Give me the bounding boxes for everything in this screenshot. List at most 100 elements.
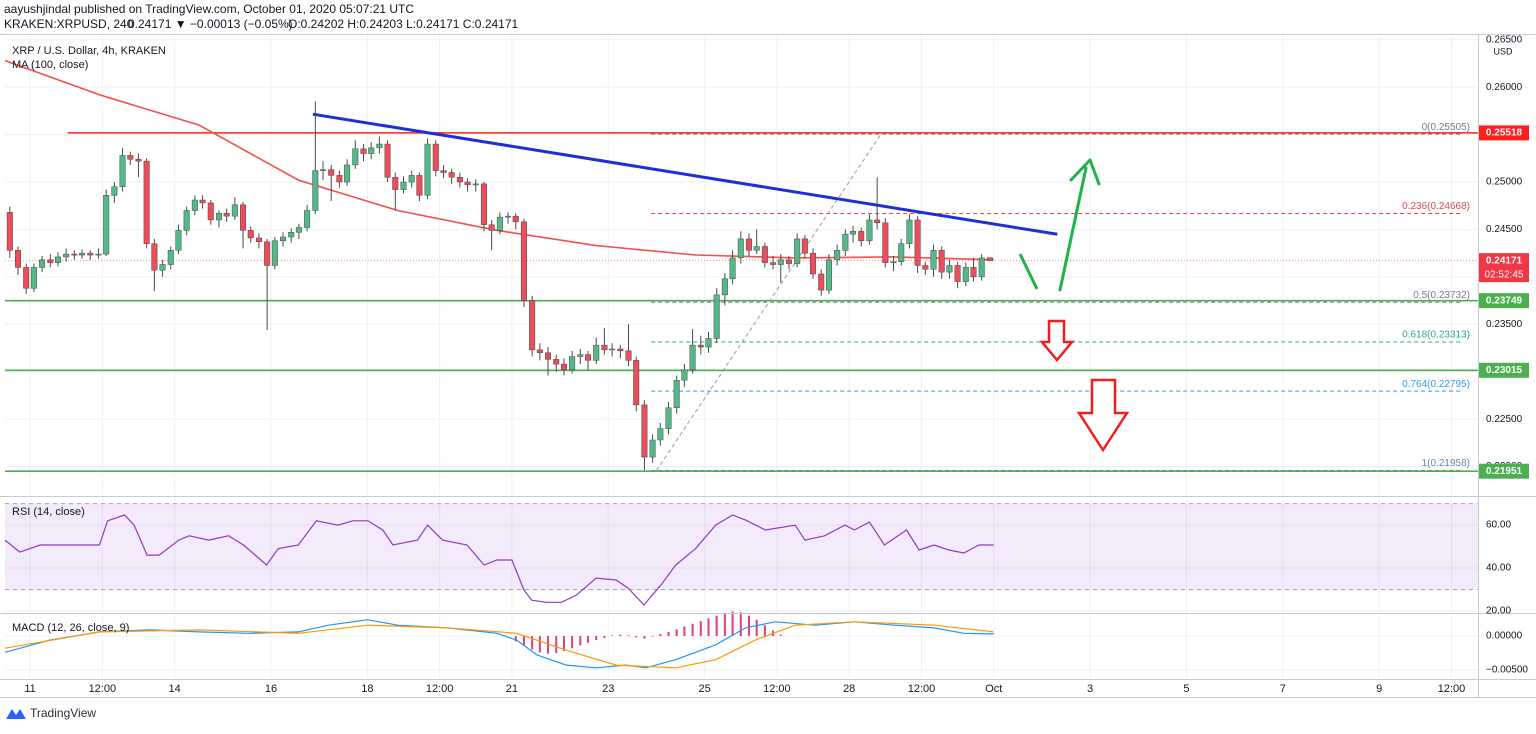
candle-body [191, 199, 198, 211]
candle-body [834, 250, 841, 261]
y-tick-label: 0.22500 [1486, 414, 1523, 425]
ohlc-readout: O:0.24202 H:0.24203 L:0.24171 C:0.24171 [288, 17, 519, 31]
candle-body [601, 344, 608, 351]
candle-body [135, 158, 142, 162]
candle-body [271, 240, 278, 266]
candle-body [488, 224, 495, 231]
overlay-layer [1018, 158, 1130, 453]
candle-body [15, 250, 22, 268]
price-label: 0.23015 [1486, 365, 1523, 376]
candle-body [512, 215, 519, 223]
signal-line [4, 621, 994, 669]
currency-unit: USD [1493, 46, 1513, 56]
histogram-bar [675, 629, 678, 636]
candle-body [520, 221, 527, 301]
y-tick-label: 20.00 [1486, 606, 1511, 617]
candle-body [593, 344, 600, 361]
histogram-bar [683, 626, 686, 636]
candle-body [657, 428, 664, 441]
histogram-bar [723, 612, 726, 636]
y-tick-label: 60.00 [1486, 520, 1511, 531]
price-change: 0.24171 ▼ −0.00013 (−0.05%) [128, 17, 293, 31]
candle-body [207, 202, 214, 221]
candle-body [745, 238, 752, 251]
price-label: 0.23749 [1486, 295, 1523, 306]
candle-body [496, 216, 503, 231]
candle-body [705, 338, 712, 348]
fib-label: 1(0.21958) [1422, 458, 1470, 469]
candle-body [673, 379, 680, 408]
logo-icon [6, 709, 26, 719]
x-tick-label: 12:00 [763, 683, 791, 695]
candle-body [456, 177, 463, 183]
candle-body [223, 213, 230, 217]
candle-body [681, 369, 688, 381]
x-tick-label: 28 [843, 683, 855, 695]
candle-body [529, 300, 536, 351]
candle-body [328, 169, 335, 176]
candle-body [818, 273, 825, 291]
y-tick-label: 0.26500 [1486, 34, 1523, 45]
candle-body [352, 148, 359, 166]
y-tick-label: 40.00 [1486, 563, 1511, 574]
candle-body [617, 348, 624, 352]
histogram-bar [538, 636, 541, 653]
countdown: 02:52:45 [1485, 269, 1524, 280]
x-tick-label: 23 [602, 683, 614, 695]
candle-body [167, 250, 174, 265]
candle-body [47, 259, 54, 263]
histogram-bar [611, 635, 614, 636]
candle-body [810, 252, 817, 275]
histogram-bar [643, 636, 646, 639]
candle-body [536, 349, 543, 353]
candle-body [585, 354, 592, 361]
candle-body [930, 250, 937, 270]
candle-body [312, 170, 319, 211]
rsi-line [4, 514, 994, 606]
candle-body [55, 256, 62, 263]
candle-body [408, 175, 415, 183]
candle-body [392, 177, 399, 190]
price-label-box [1479, 125, 1529, 141]
histogram-bar [562, 636, 565, 651]
histogram-bar [627, 635, 630, 636]
candle-body [858, 231, 865, 242]
up-arrow [1058, 158, 1101, 292]
candle-body [560, 363, 567, 371]
candle-body [111, 186, 118, 196]
candle-body [416, 175, 423, 196]
candle-body [577, 354, 584, 357]
rsi-title: RSI (14, close) [12, 506, 85, 518]
candle-body [770, 262, 777, 265]
candle-body [400, 181, 407, 190]
candle-body [633, 360, 640, 406]
candle-body [175, 230, 182, 251]
x-tick-label: 12:00 [89, 683, 117, 695]
candle-body [914, 219, 921, 266]
candle-body [825, 259, 832, 291]
candle-body [71, 253, 78, 256]
price-label-box [1479, 362, 1529, 378]
down-arrow [1039, 319, 1075, 362]
x-tick-label: 12:00 [1438, 683, 1466, 695]
down-arrow [1076, 378, 1130, 453]
ma-legend: MA (100, close) [12, 59, 88, 71]
histogram-bar [739, 612, 742, 636]
price-label: 0.21951 [1486, 466, 1523, 477]
last-price: 0.24171 [1486, 255, 1523, 266]
candle-body [649, 439, 656, 458]
histogram-bar [595, 636, 598, 641]
candle-body [761, 246, 768, 263]
grid-layer [5, 35, 1478, 678]
trend-line [312, 112, 1058, 236]
histogram-bar [571, 636, 574, 649]
candle-body [906, 219, 913, 244]
fib-label: 0.764(0.22795) [1402, 379, 1470, 390]
candle-body [922, 265, 929, 270]
candle-body [159, 264, 166, 271]
histogram-bar [555, 636, 558, 653]
last-price-box [1479, 253, 1529, 283]
candle-body [368, 147, 375, 154]
candle-body [288, 232, 295, 238]
